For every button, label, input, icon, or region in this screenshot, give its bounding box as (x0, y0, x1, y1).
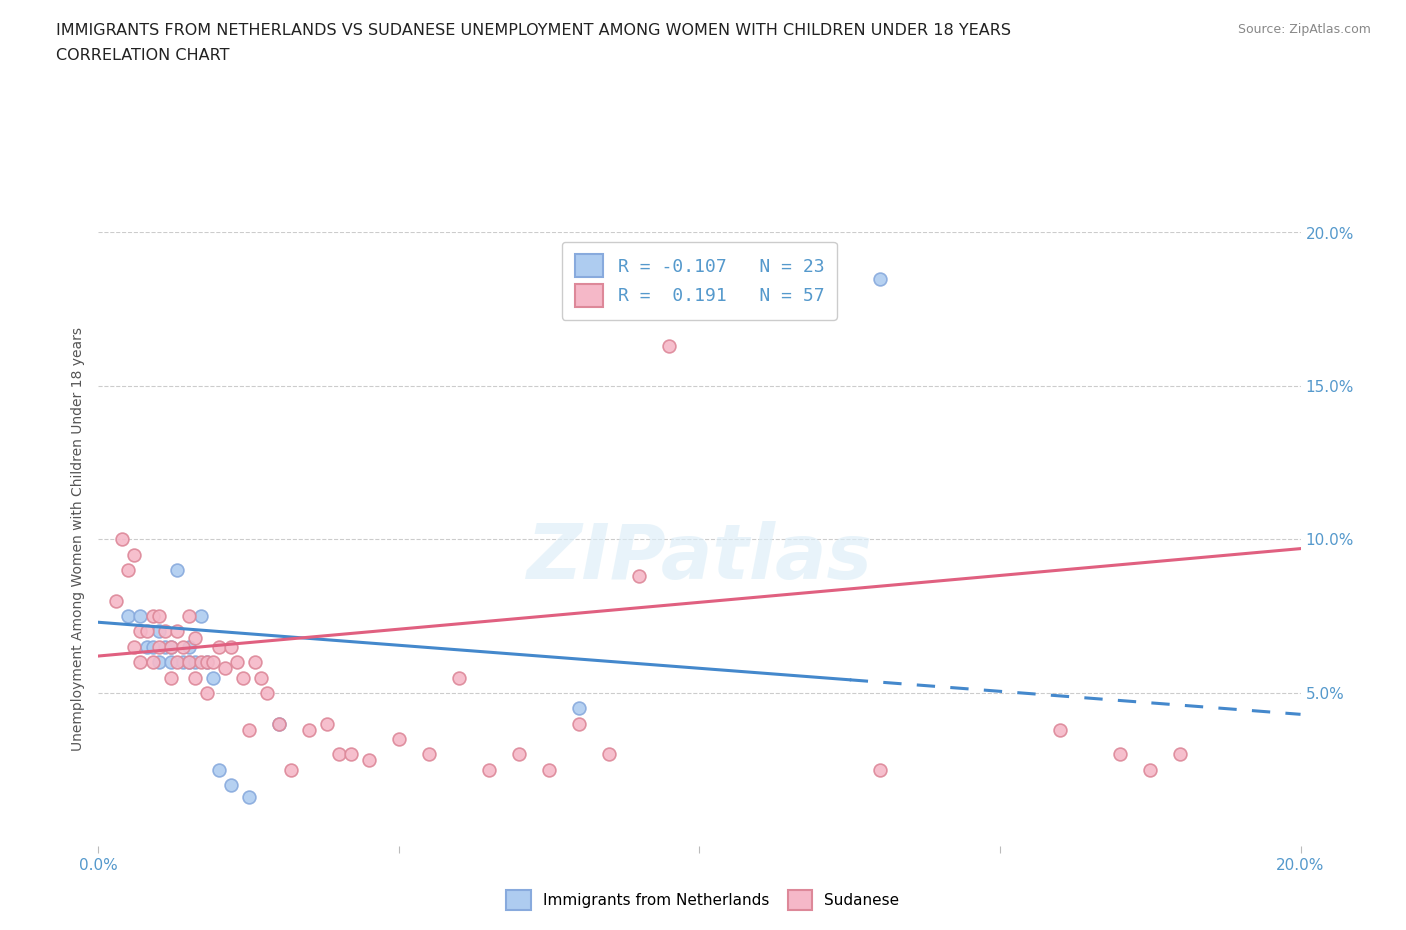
Point (249, 671, 271, 685)
Point (166, 655, 188, 670)
Point (159, 640, 181, 655)
Point (129, 624, 152, 639)
Point (508, 747, 530, 762)
Point (214, 661, 236, 676)
Point (201, 655, 224, 670)
Point (105, 593, 128, 608)
Point (538, 763, 561, 777)
Point (1109, 747, 1132, 762)
Point (129, 655, 152, 670)
Point (1139, 763, 1161, 777)
Point (141, 640, 163, 655)
Point (111, 532, 134, 547)
Point (141, 609, 163, 624)
Point (208, 763, 231, 777)
Point (598, 747, 620, 762)
Point (129, 609, 152, 624)
Point (195, 655, 218, 670)
Point (183, 671, 205, 685)
Point (447, 671, 470, 685)
Point (148, 640, 170, 655)
Text: ZIPatlas: ZIPatlas (526, 521, 873, 595)
Point (267, 716, 290, 731)
Text: CORRELATION CHART: CORRELATION CHART (56, 48, 229, 63)
Point (148, 624, 170, 639)
Point (117, 563, 139, 578)
Point (315, 716, 337, 731)
Point (418, 747, 440, 762)
Point (166, 563, 188, 578)
Point (357, 753, 380, 768)
Point (195, 685, 218, 700)
Point (135, 640, 157, 655)
Point (166, 624, 188, 639)
Point (117, 609, 139, 624)
Point (219, 777, 242, 792)
Point (159, 655, 181, 670)
Point (280, 763, 302, 777)
Point (628, 569, 651, 584)
Point (141, 655, 163, 670)
Point (388, 731, 411, 746)
Point (478, 763, 501, 777)
Point (159, 640, 181, 655)
Point (177, 655, 200, 670)
Point (183, 631, 205, 645)
Point (1170, 747, 1192, 762)
Point (658, 339, 681, 353)
Point (225, 655, 247, 670)
Point (267, 716, 290, 731)
Text: IMMIGRANTS FROM NETHERLANDS VS SUDANESE UNEMPLOYMENT AMONG WOMEN WITH CHILDREN U: IMMIGRANTS FROM NETHERLANDS VS SUDANESE … (56, 23, 1011, 38)
Point (190, 655, 212, 670)
Point (172, 640, 194, 655)
Point (243, 655, 266, 670)
Point (340, 747, 363, 762)
Point (232, 671, 254, 685)
Point (869, 272, 891, 286)
Point (153, 640, 176, 655)
Point (148, 609, 170, 624)
Point (256, 685, 278, 700)
Legend: Immigrants from Netherlands, Sudanese: Immigrants from Netherlands, Sudanese (499, 883, 907, 918)
Point (568, 701, 591, 716)
Point (238, 723, 260, 737)
Point (1049, 723, 1071, 737)
Point (172, 655, 194, 670)
Point (177, 655, 200, 670)
Point (135, 624, 157, 639)
Point (208, 640, 231, 655)
Point (148, 655, 170, 670)
Point (195, 655, 218, 670)
Point (124, 547, 146, 562)
Point (201, 671, 224, 685)
Point (568, 716, 591, 731)
Point (159, 671, 181, 685)
Point (124, 640, 146, 655)
Point (298, 723, 321, 737)
Point (219, 640, 242, 655)
Legend: R = -0.107   N = 23, R =  0.191   N = 57: R = -0.107 N = 23, R = 0.191 N = 57 (562, 242, 837, 320)
Point (183, 655, 205, 670)
Point (190, 609, 212, 624)
Point (869, 763, 891, 777)
Point (328, 747, 350, 762)
Point (153, 624, 176, 639)
Point (238, 790, 260, 804)
Text: Source: ZipAtlas.com: Source: ZipAtlas.com (1237, 23, 1371, 36)
Point (177, 640, 200, 655)
Y-axis label: Unemployment Among Women with Children Under 18 years: Unemployment Among Women with Children U… (72, 327, 86, 751)
Point (177, 609, 200, 624)
